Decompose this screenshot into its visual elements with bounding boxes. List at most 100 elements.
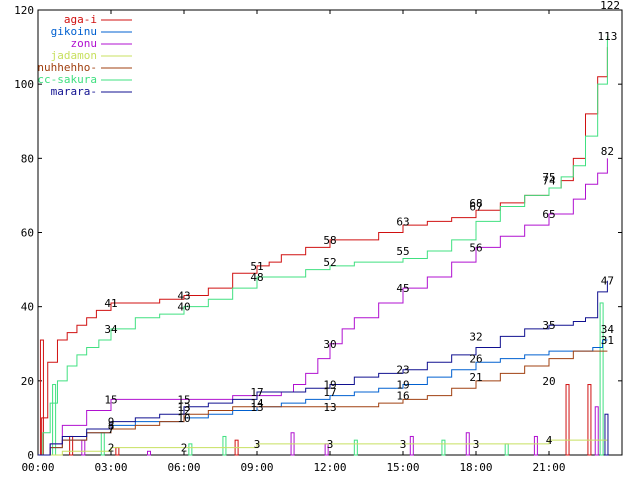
y-tick-label: 120 xyxy=(14,4,34,17)
activity-bar xyxy=(222,435,227,456)
data-label: 23 xyxy=(396,364,409,377)
activity-bar xyxy=(52,384,57,456)
data-label: 113 xyxy=(597,30,617,43)
data-label: 3 xyxy=(327,438,334,451)
series-line-jadamon xyxy=(38,439,608,456)
legend: aga-igikoinuzonujadamonnuhhehho-cc-sakur… xyxy=(37,13,132,98)
data-label: 8 xyxy=(108,419,115,432)
data-label: 19 xyxy=(396,379,409,392)
data-label: 75 xyxy=(542,171,555,184)
top-right-value-label: 122 xyxy=(600,0,620,12)
data-label: 12 xyxy=(177,405,190,418)
data-label: 51 xyxy=(250,260,263,273)
legend-label: cc-sakura xyxy=(37,73,97,86)
activity-bar xyxy=(441,439,446,456)
data-label: 26 xyxy=(469,353,482,366)
data-label: 47 xyxy=(601,275,614,288)
legend-label: aga-i xyxy=(64,13,97,26)
data-label: 17 xyxy=(250,386,263,399)
activity-bar xyxy=(353,439,358,456)
axes: 0 20 40 60 80 100 120 00:00 03:00 06:00 09:00 12:00… xyxy=(14,4,623,474)
activity-bar xyxy=(115,447,120,456)
activity-bar xyxy=(594,406,599,456)
legend-label: marara- xyxy=(51,85,97,98)
activity-bar xyxy=(504,443,509,456)
activity-bar xyxy=(587,384,592,456)
data-label: 82 xyxy=(601,145,614,158)
data-label: 4 xyxy=(546,434,553,447)
x-tick-label: 09:00 xyxy=(240,461,273,474)
data-label: 40 xyxy=(177,301,190,314)
data-label: 52 xyxy=(323,256,336,269)
y-tick-label: 80 xyxy=(21,152,34,165)
activity-bar xyxy=(565,384,570,456)
legend-label: nuhhehho- xyxy=(37,61,97,74)
x-tick-label: 21:00 xyxy=(532,461,565,474)
data-label: 17 xyxy=(323,386,336,399)
activity-bar xyxy=(188,443,193,456)
data-label: 3 xyxy=(400,438,407,451)
series-line-zonu xyxy=(38,158,608,456)
data-label: 15 xyxy=(177,393,190,406)
data-label: 32 xyxy=(469,330,482,343)
x-tick-label: 06:00 xyxy=(167,461,200,474)
data-label: 41 xyxy=(104,297,117,310)
y-tick-label: 0 xyxy=(27,449,34,462)
data-label: 21 xyxy=(469,371,482,384)
data-label: 19 xyxy=(323,379,336,392)
data-label: 45 xyxy=(396,282,409,295)
legend-label: gikoinu xyxy=(51,25,97,38)
data-label: 56 xyxy=(469,241,482,254)
activity-bar xyxy=(81,439,86,456)
data-label: 65 xyxy=(542,208,555,221)
series-line-cc-sakura xyxy=(38,35,608,456)
data-label: 43 xyxy=(177,290,190,303)
data-label: 3 xyxy=(254,438,261,451)
data-label: 13 xyxy=(323,401,336,414)
data-label: 2 xyxy=(181,442,188,455)
data-label: 35 xyxy=(542,319,555,332)
x-tick-label: 18:00 xyxy=(459,461,492,474)
data-label: 34 xyxy=(601,323,615,336)
data-label: 67 xyxy=(469,201,482,214)
data-label: 7 xyxy=(108,423,115,436)
data-label: 10 xyxy=(177,412,190,425)
data-label: 34 xyxy=(104,323,118,336)
data-label: 31 xyxy=(601,334,614,347)
legend-label: jadamon xyxy=(51,49,97,62)
series-line-marara- xyxy=(38,280,608,456)
activity-bar xyxy=(409,435,414,456)
data-label: 48 xyxy=(250,271,263,284)
data-label: 68 xyxy=(469,197,482,210)
activity-bar xyxy=(147,450,151,456)
data-label: 20 xyxy=(542,375,555,388)
x-tick-label: 15:00 xyxy=(386,461,419,474)
series-line-gikoinu xyxy=(38,339,608,456)
data-label: 13 xyxy=(250,401,263,414)
data-label: 16 xyxy=(396,390,409,403)
y-tick-label: 40 xyxy=(21,301,34,314)
activity-bar xyxy=(604,413,609,456)
data-label: 15 xyxy=(104,393,117,406)
activity-bar xyxy=(533,435,538,456)
legend-label: zonu xyxy=(71,37,98,50)
data-label: 55 xyxy=(396,245,409,258)
data-label: 14 xyxy=(250,397,264,410)
y-tick-label: 20 xyxy=(21,375,34,388)
y-tick-label: 100 xyxy=(14,78,34,91)
x-tick-label: 00:00 xyxy=(21,461,54,474)
x-tick-label: 03:00 xyxy=(94,461,127,474)
data-label: 3 xyxy=(473,438,480,451)
y-tick-label: 60 xyxy=(21,227,34,240)
data-label: 63 xyxy=(396,215,409,228)
data-label: 9 xyxy=(108,416,115,429)
data-label: 30 xyxy=(323,338,336,351)
data-label: 2 xyxy=(108,442,115,455)
activity-bar xyxy=(69,435,74,456)
series-line-nuhhehho- xyxy=(38,350,608,456)
x-tick-label: 12:00 xyxy=(313,461,346,474)
data-label: 13 xyxy=(177,401,190,414)
activity-bar xyxy=(599,302,604,456)
